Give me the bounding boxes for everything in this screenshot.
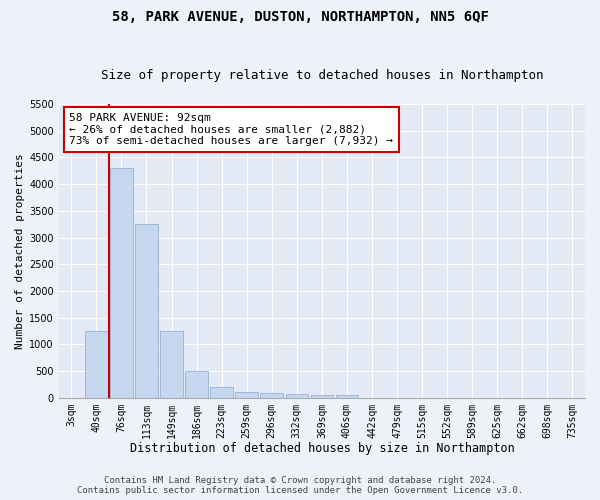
Bar — [160, 331, 183, 398]
Bar — [311, 395, 333, 398]
Text: 58, PARK AVENUE, DUSTON, NORTHAMPTON, NN5 6QF: 58, PARK AVENUE, DUSTON, NORTHAMPTON, NN… — [112, 10, 488, 24]
Bar — [211, 387, 233, 398]
Bar — [185, 371, 208, 398]
Bar — [235, 392, 258, 398]
Bar — [286, 394, 308, 398]
X-axis label: Distribution of detached houses by size in Northampton: Distribution of detached houses by size … — [130, 442, 514, 455]
Text: 58 PARK AVENUE: 92sqm
← 26% of detached houses are smaller (2,882)
73% of semi-d: 58 PARK AVENUE: 92sqm ← 26% of detached … — [70, 113, 394, 146]
Bar — [85, 331, 107, 398]
Y-axis label: Number of detached properties: Number of detached properties — [15, 153, 25, 348]
Bar — [260, 394, 283, 398]
Bar — [135, 224, 158, 398]
Text: Contains HM Land Registry data © Crown copyright and database right 2024.
Contai: Contains HM Land Registry data © Crown c… — [77, 476, 523, 495]
Bar — [110, 168, 133, 398]
Bar — [335, 395, 358, 398]
Title: Size of property relative to detached houses in Northampton: Size of property relative to detached ho… — [101, 69, 543, 82]
